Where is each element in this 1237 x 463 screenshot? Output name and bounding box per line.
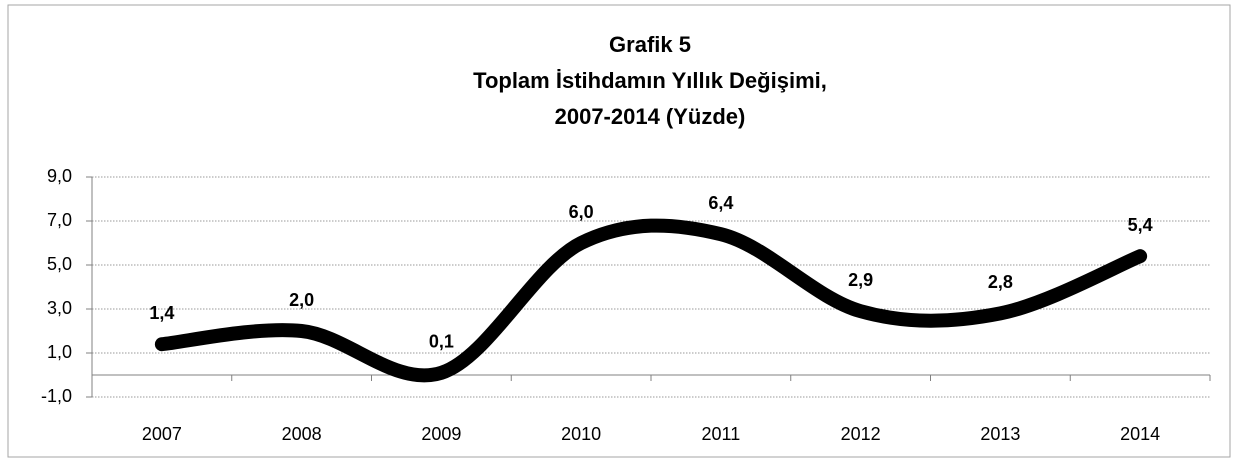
data-label: 1,4	[149, 303, 174, 323]
x-tick-label: 2012	[841, 424, 881, 444]
y-tick-label: 3,0	[47, 298, 72, 318]
data-label: 2,8	[988, 272, 1013, 292]
data-label: 2,9	[848, 270, 873, 290]
x-tick-label: 2008	[282, 424, 322, 444]
data-label: 2,0	[289, 290, 314, 310]
data-label: 5,4	[1128, 215, 1153, 235]
chart-title: Toplam İstihdamın Yıllık Değişimi,	[473, 68, 827, 93]
x-tick-label: 2010	[561, 424, 601, 444]
x-tick-label: 2011	[702, 424, 741, 444]
line	[154, 218, 1148, 383]
y-tick-label: 9,0	[47, 166, 72, 186]
y-tick-label: 5,0	[47, 254, 72, 274]
y-tick-label: 1,0	[47, 342, 72, 362]
data-label: 6,0	[569, 202, 594, 222]
x-tick-label: 2013	[980, 424, 1020, 444]
y-tick-label: -1,0	[41, 386, 72, 406]
chart-title: Grafik 5	[609, 32, 691, 57]
chart-title: 2007-2014 (Yüzde)	[555, 104, 746, 129]
x-tick-label: 2007	[142, 424, 182, 444]
data-label: 0,1	[429, 332, 454, 352]
data-label: 6,4	[708, 193, 733, 213]
x-tick-label: 2014	[1120, 424, 1160, 444]
x-tick-label: 2009	[421, 424, 461, 444]
y-tick-label: 7,0	[47, 210, 72, 230]
